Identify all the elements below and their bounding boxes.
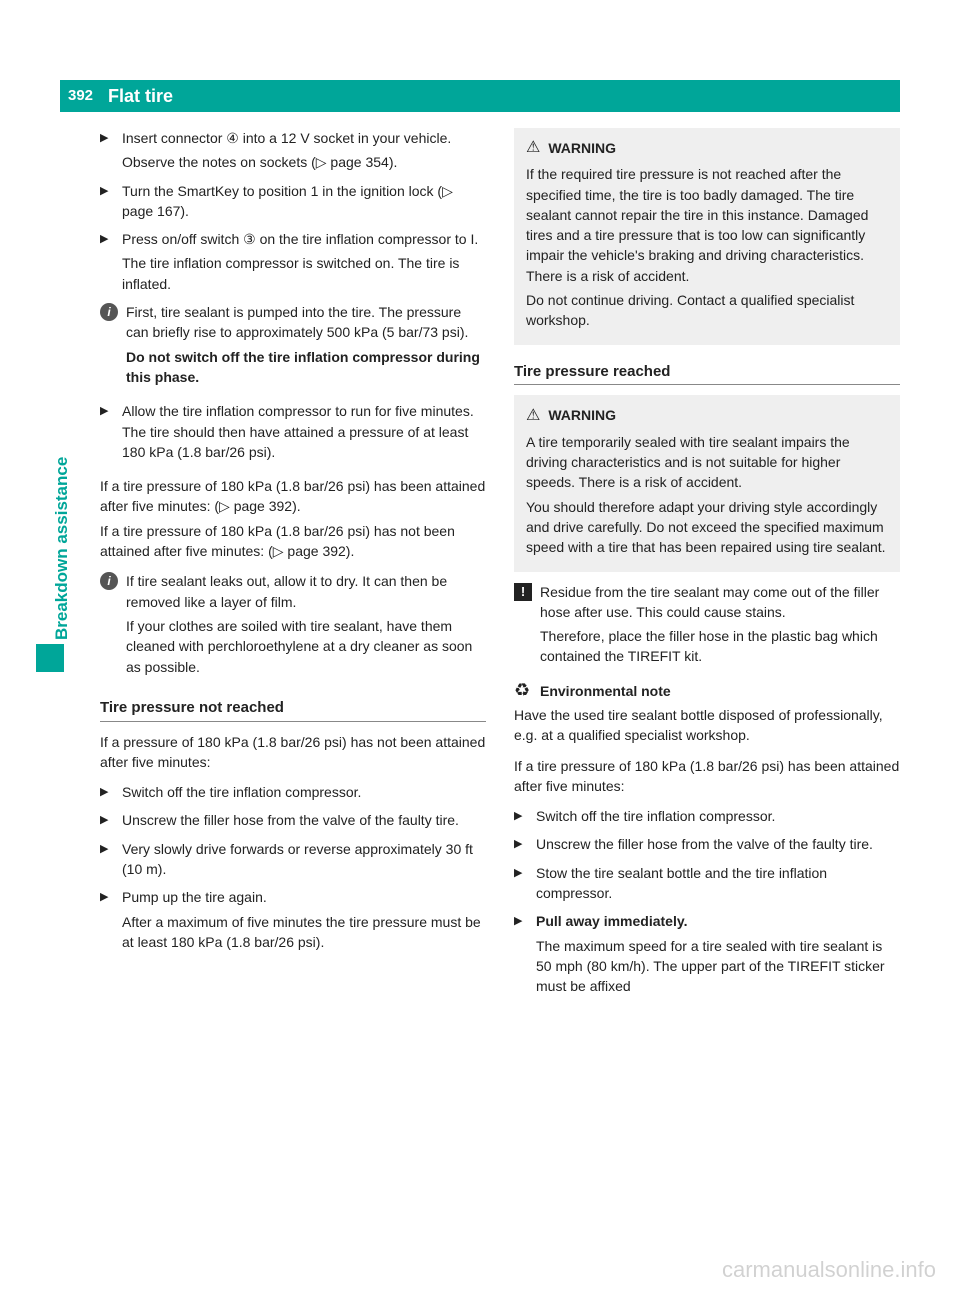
info-text: If tire sealant leaks out, allow it to d… [126,571,486,612]
step-marker-icon: ▶ [100,229,114,298]
step-text: Stow the tire sealant bottle and the tir… [536,863,900,904]
step-after: The tire inflation compressor is switche… [122,253,486,294]
env-label: Environmental note [540,683,671,699]
info-text-bold: Do not switch off the tire inflation com… [126,347,486,388]
important-icon: ! [514,583,532,601]
info-block: i First, tire sealant is pumped into the… [100,302,486,391]
instruction-step: ▶ Switch off the tire inflation compress… [100,782,486,806]
step-marker-icon: ▶ [100,181,114,226]
step-text: Insert connector ④ into a 12 V socket in… [122,128,486,148]
right-column: ⚠ WARNING If the required tire pressure … [514,128,900,1005]
instruction-step: ▶ Pull away immediately. The maximum spe… [514,911,900,1000]
section-rule [514,384,900,385]
note-text: Therefore, place the filler hose in the … [540,626,900,667]
instruction-step: ▶ Unscrew the filler hose from the valve… [100,810,486,834]
step-text: Press on/off switch ③ on the tire inflat… [122,229,486,249]
instruction-step: ▶ Pump up the tire again. After a maximu… [100,887,486,956]
instruction-step: ▶ Very slowly drive forwards or reverse … [100,839,486,884]
warning-text: Do not continue driving. Contact a quali… [526,290,888,331]
body-text: If a tire pressure of 180 kPa (1.8 bar/2… [100,476,486,517]
step-text: Switch off the tire inflation compressor… [122,782,486,802]
step-after: After a maximum of five minutes the tire… [122,912,486,953]
warning-label: WARNING [548,138,616,158]
info-text: First, tire sealant is pumped into the t… [126,302,486,343]
page-title: Flat tire [108,83,173,109]
step-marker-icon: ▶ [514,834,528,858]
step-marker-icon: ▶ [514,863,528,908]
step-text: Turn the SmartKey to position 1 in the i… [122,181,486,222]
step-marker-icon: ▶ [100,401,114,466]
step-text: Unscrew the filler hose from the valve o… [122,810,486,830]
instruction-step: ▶ Press on/off switch ③ on the tire infl… [100,229,486,298]
step-marker-icon: ▶ [514,806,528,830]
step-marker-icon: ▶ [100,839,114,884]
info-text: If your clothes are soiled with tire sea… [126,616,486,677]
step-text: Pull away immediately. [536,911,900,931]
section-heading: Tire pressure not reached [100,697,486,719]
warning-box: ⚠ WARNING A tire temporarily sealed with… [514,395,900,571]
important-note: ! Residue from the tire sealant may come… [514,582,900,671]
step-marker-icon: ▶ [100,782,114,806]
info-icon: i [100,303,118,321]
step-marker-icon: ▶ [100,128,114,177]
step-text: Allow the tire inflation compressor to r… [122,401,486,462]
step-after: The maximum speed for a tire sealed with… [536,936,900,997]
instruction-step: ▶ Switch off the tire inflation compress… [514,806,900,830]
left-column: ▶ Insert connector ④ into a 12 V socket … [100,128,486,1005]
side-tab-label: Breakdown assistance [50,457,75,640]
warning-label: WARNING [548,405,616,425]
instruction-step: ▶ Insert connector ④ into a 12 V socket … [100,128,486,177]
page-header: 392 Flat tire [60,80,900,112]
content-columns: ▶ Insert connector ④ into a 12 V socket … [100,128,900,1005]
instruction-step: ▶ Stow the tire sealant bottle and the t… [514,863,900,908]
warning-text: If the required tire pressure is not rea… [526,164,888,286]
step-after: Observe the notes on sockets (▷ page 354… [122,152,486,172]
step-text: Unscrew the filler hose from the valve o… [536,834,900,854]
section-rule [100,721,486,722]
environmental-note: ♻ Environmental note [514,681,900,701]
step-text: Pump up the tire again. [122,887,486,907]
instruction-step: ▶ Turn the SmartKey to position 1 in the… [100,181,486,226]
step-text: Switch off the tire inflation compressor… [536,806,900,826]
step-marker-icon: ▶ [100,887,114,956]
warning-icon: ⚠ [526,140,540,156]
info-block: i If tire sealant leaks out, allow it to… [100,571,486,680]
watermark: carmanualsonline.info [722,1254,936,1286]
step-marker-icon: ▶ [100,810,114,834]
instruction-step: ▶ Allow the tire inflation compressor to… [100,401,486,466]
warning-text: You should therefore adapt your driving … [526,497,888,558]
note-text: Residue from the tire sealant may come o… [540,582,900,623]
warning-text: A tire temporarily sealed with tire seal… [526,432,888,493]
section-heading: Tire pressure reached [514,361,900,383]
page-number: 392 [68,85,93,107]
body-text: If a pressure of 180 kPa (1.8 bar/26 psi… [100,732,486,773]
instruction-step: ▶ Unscrew the filler hose from the valve… [514,834,900,858]
step-text: Very slowly drive forwards or reverse ap… [122,839,486,880]
environment-icon: ♻ [514,681,532,701]
info-icon: i [100,572,118,590]
body-text: If a tire pressure of 180 kPa (1.8 bar/2… [100,521,486,562]
env-text: Have the used tire sealant bottle dispos… [514,705,900,746]
warning-icon: ⚠ [526,408,540,424]
side-tab: Breakdown assistance [36,380,64,660]
step-marker-icon: ▶ [514,911,528,1000]
warning-box: ⚠ WARNING If the required tire pressure … [514,128,900,345]
side-tab-square [36,644,64,672]
body-text: If a tire pressure of 180 kPa (1.8 bar/2… [514,756,900,797]
